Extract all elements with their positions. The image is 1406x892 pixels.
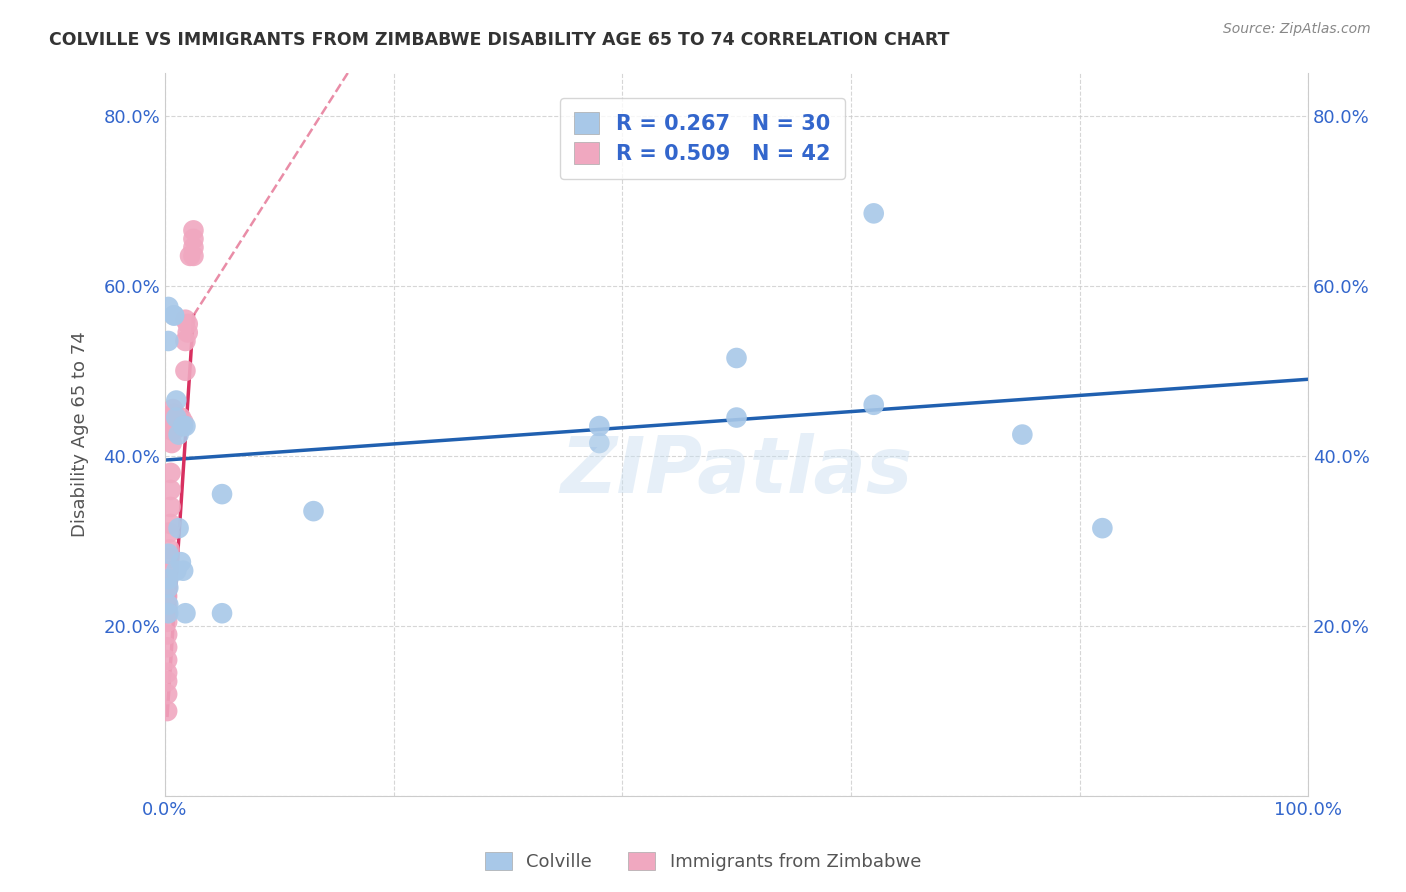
Point — [156, 674, 179, 689]
Point — [157, 300, 180, 314]
Point — [156, 581, 179, 595]
Point — [170, 410, 193, 425]
Point — [183, 232, 205, 246]
Point — [163, 309, 186, 323]
Point — [157, 606, 180, 620]
Point — [156, 653, 179, 667]
Y-axis label: Disability Age 65 to 74: Disability Age 65 to 74 — [72, 332, 89, 538]
Point — [302, 504, 325, 518]
Point — [725, 410, 748, 425]
Point — [174, 364, 197, 378]
Point — [159, 550, 181, 565]
Point — [157, 547, 180, 561]
Legend: Colville, Immigrants from Zimbabwe: Colville, Immigrants from Zimbabwe — [478, 845, 928, 879]
Point — [163, 423, 186, 437]
Point — [211, 487, 233, 501]
Point — [156, 687, 179, 701]
Point — [156, 572, 179, 586]
Point — [183, 223, 205, 237]
Point — [159, 542, 181, 557]
Point — [165, 564, 187, 578]
Point — [588, 436, 610, 450]
Point — [157, 598, 180, 612]
Point — [174, 312, 197, 326]
Point — [177, 317, 200, 331]
Point — [156, 589, 179, 603]
Point — [1011, 427, 1033, 442]
Point — [211, 606, 233, 620]
Point — [167, 427, 190, 442]
Point — [159, 483, 181, 497]
Point — [156, 665, 179, 680]
Point — [156, 615, 179, 629]
Point — [862, 398, 884, 412]
Point — [163, 309, 186, 323]
Point — [165, 410, 187, 425]
Point — [177, 326, 200, 340]
Point — [588, 419, 610, 434]
Point — [157, 572, 180, 586]
Point — [160, 436, 183, 450]
Point — [725, 351, 748, 365]
Text: COLVILLE VS IMMIGRANTS FROM ZIMBABWE DISABILITY AGE 65 TO 74 CORRELATION CHART: COLVILLE VS IMMIGRANTS FROM ZIMBABWE DIS… — [49, 31, 949, 49]
Point — [172, 419, 194, 434]
Point — [174, 334, 197, 348]
Point — [159, 516, 181, 531]
Point — [156, 640, 179, 655]
Point — [174, 419, 197, 434]
Point — [172, 564, 194, 578]
Point — [156, 704, 179, 718]
Point — [170, 555, 193, 569]
Point — [163, 406, 186, 420]
Point — [1091, 521, 1114, 535]
Legend: R = 0.267   N = 30, R = 0.509   N = 42: R = 0.267 N = 30, R = 0.509 N = 42 — [560, 98, 845, 178]
Point — [156, 564, 179, 578]
Point — [157, 581, 180, 595]
Point — [179, 249, 201, 263]
Point — [160, 410, 183, 425]
Point — [172, 415, 194, 429]
Point — [165, 410, 187, 425]
Point — [159, 500, 181, 514]
Text: ZIPatlas: ZIPatlas — [561, 433, 912, 508]
Point — [156, 627, 179, 641]
Point — [183, 249, 205, 263]
Point — [156, 598, 179, 612]
Point — [160, 423, 183, 437]
Text: Source: ZipAtlas.com: Source: ZipAtlas.com — [1223, 22, 1371, 37]
Point — [167, 521, 190, 535]
Point — [162, 402, 184, 417]
Point — [159, 466, 181, 480]
Point — [157, 334, 180, 348]
Point — [862, 206, 884, 220]
Point — [165, 393, 187, 408]
Point — [156, 606, 179, 620]
Point — [174, 606, 197, 620]
Point — [183, 240, 205, 254]
Point — [162, 415, 184, 429]
Point — [159, 525, 181, 540]
Point — [167, 415, 190, 429]
